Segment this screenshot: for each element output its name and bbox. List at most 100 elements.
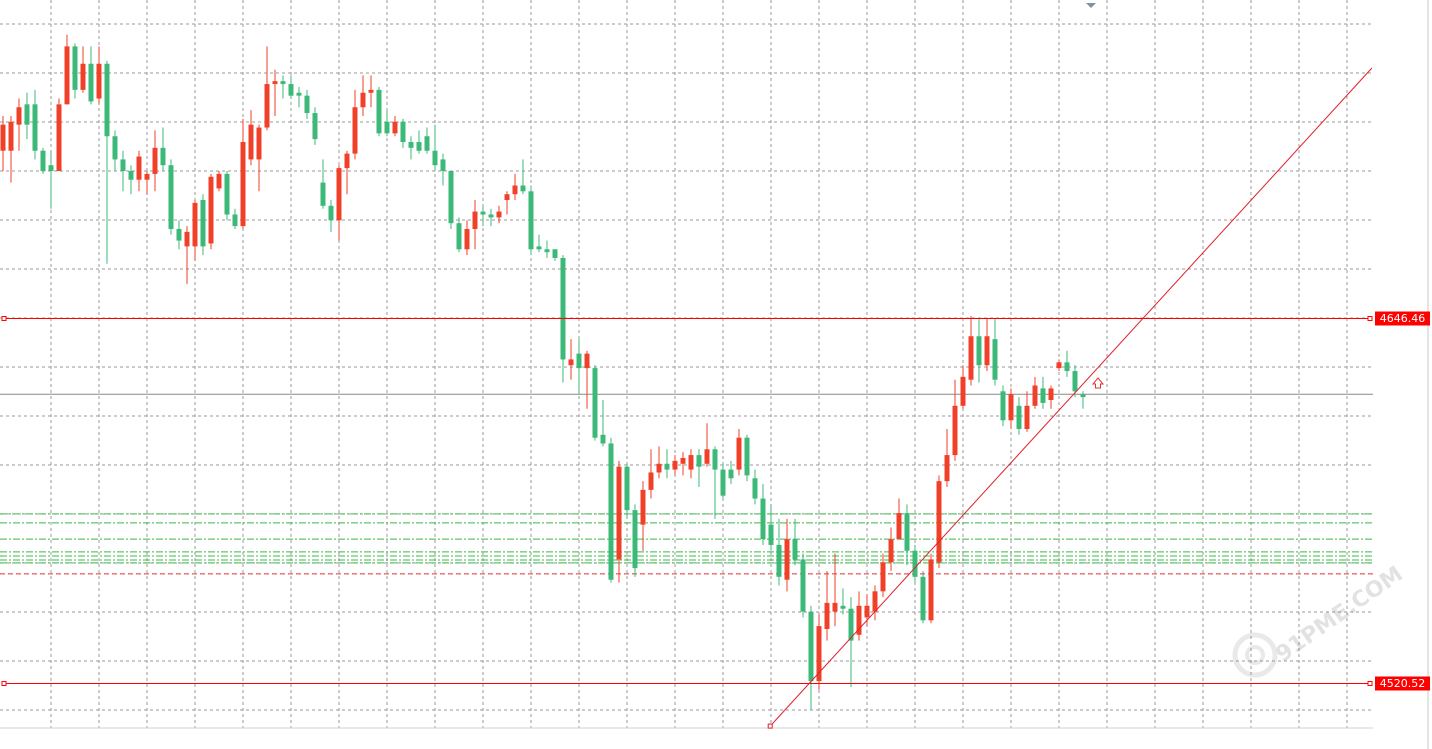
candle-body	[280, 81, 286, 85]
candle-body	[272, 81, 278, 85]
candle-body	[104, 63, 110, 137]
candle-body	[608, 443, 614, 580]
candle-body	[496, 211, 502, 218]
candle-body	[744, 437, 750, 476]
candle-body	[424, 136, 430, 151]
candle-body	[448, 171, 454, 224]
scroll-marker	[1086, 3, 1096, 8]
candle-body	[400, 121, 406, 143]
candle-body	[360, 92, 366, 108]
candle-body	[8, 121, 14, 151]
candle-body	[184, 231, 190, 247]
candle-body	[72, 46, 78, 90]
candle-body	[680, 457, 686, 464]
candle-body	[296, 92, 302, 96]
candle-body	[288, 84, 294, 96]
candle-body	[0, 124, 6, 151]
candle-body	[776, 544, 782, 577]
candle-body	[896, 513, 902, 540]
candle-body	[136, 156, 142, 180]
candle-body	[696, 455, 702, 467]
candle-body	[248, 124, 254, 160]
candle-body	[936, 481, 942, 563]
candle-body	[96, 63, 102, 99]
line-handle	[1, 316, 7, 321]
candle-body	[256, 127, 262, 160]
line-handle	[1, 681, 7, 686]
candle-body	[240, 142, 246, 227]
candle-body	[640, 489, 646, 525]
candle-body	[576, 353, 582, 369]
candle-body	[880, 562, 886, 592]
candle-body	[488, 214, 494, 218]
candle-body	[592, 368, 598, 438]
candle-body	[456, 223, 462, 250]
candle-body	[208, 176, 214, 244]
candle-body	[976, 336, 982, 366]
candle-body	[264, 84, 270, 128]
price-label: 4646.46	[1380, 312, 1426, 325]
candle-body	[648, 472, 654, 490]
candle-body	[112, 136, 118, 160]
candle-body	[128, 171, 134, 180]
candle-body	[728, 469, 734, 479]
candle-body	[440, 159, 446, 172]
candle-body	[792, 539, 798, 560]
candle-body	[344, 153, 350, 169]
candle-body	[768, 524, 774, 545]
candle-body	[1032, 385, 1038, 406]
candle-body	[1072, 371, 1078, 392]
candle-body	[520, 185, 526, 192]
candle-body	[304, 95, 310, 114]
candle-body	[552, 249, 558, 258]
candle-body	[216, 173, 222, 189]
candle-body	[1056, 362, 1062, 369]
candle-body	[544, 249, 550, 253]
candle-body	[232, 214, 238, 227]
candle-body	[664, 463, 670, 470]
candle-body	[1000, 391, 1006, 421]
candle-body	[120, 159, 126, 172]
candle-body	[88, 63, 94, 102]
candle-body	[688, 455, 694, 470]
candle-body	[760, 498, 766, 540]
candle-body	[864, 605, 870, 618]
candle-body	[512, 185, 518, 195]
candle-body	[536, 246, 542, 250]
candle-body	[992, 339, 998, 380]
watermark-logo	[1232, 632, 1278, 678]
candle-body	[224, 173, 230, 215]
candle-body	[392, 121, 398, 134]
trend-line	[769, 67, 1373, 727]
candle-body	[800, 559, 806, 612]
candle-body	[616, 466, 622, 560]
candle-body	[1064, 362, 1070, 372]
candle-body	[984, 336, 990, 366]
candle-body	[960, 376, 966, 406]
candle-body	[560, 257, 566, 360]
candle-body	[888, 539, 894, 563]
line-handle	[767, 723, 773, 729]
candle-body	[784, 539, 790, 580]
candle-body	[384, 121, 390, 134]
line-handle	[1367, 681, 1373, 686]
candle-body	[432, 150, 438, 166]
candle-body	[952, 405, 958, 456]
candle-body	[656, 463, 662, 473]
candle-body	[336, 168, 342, 221]
candle-body	[200, 200, 206, 247]
candle-body	[824, 602, 830, 629]
candle-body	[736, 437, 742, 470]
candle-body	[816, 626, 822, 682]
candle-body	[144, 173, 150, 180]
candle-body	[752, 478, 758, 499]
candle-body	[368, 89, 374, 93]
line-handle	[1367, 316, 1373, 321]
candle-body	[312, 113, 318, 140]
price-label-box	[1375, 311, 1430, 326]
candle-body	[840, 605, 846, 609]
candle-body	[904, 513, 910, 551]
